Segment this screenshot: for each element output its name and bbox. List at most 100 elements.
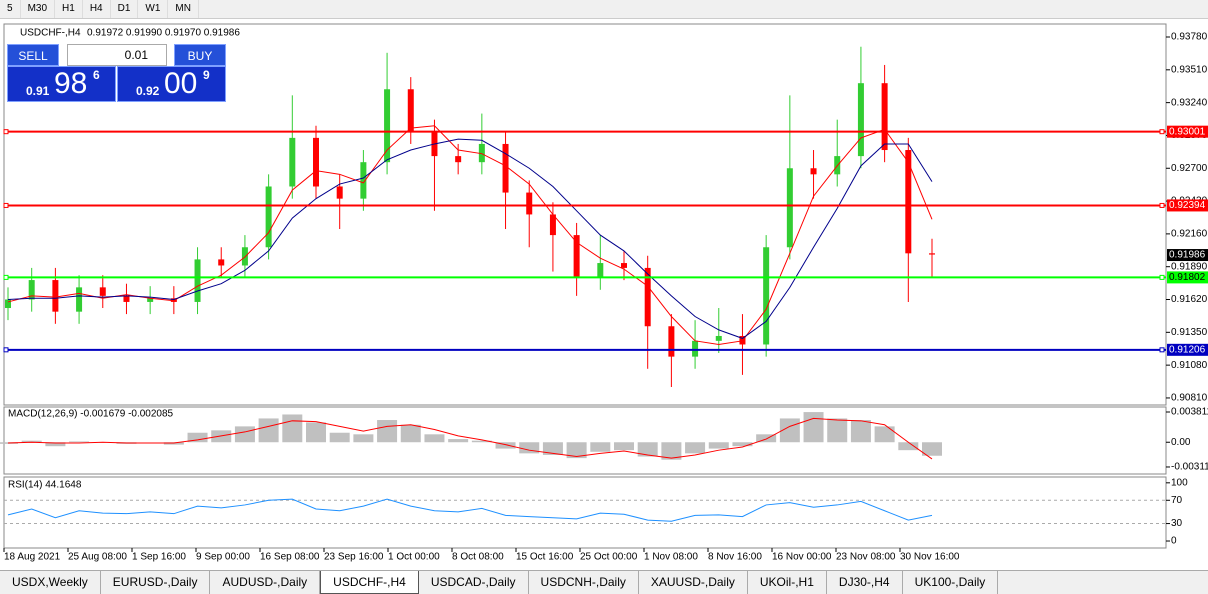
macd-bar bbox=[732, 442, 753, 447]
macd-bar bbox=[69, 441, 90, 443]
level-handle bbox=[1159, 129, 1165, 135]
level-label-bg bbox=[1167, 199, 1208, 212]
candle-body bbox=[692, 340, 699, 357]
level-label-bg bbox=[1167, 271, 1208, 284]
candle-body bbox=[857, 83, 864, 157]
ohlc-text: 0.91972 0.91990 0.91970 0.91986 bbox=[87, 28, 240, 39]
candle-body bbox=[810, 168, 817, 175]
lot-input[interactable]: 0.01 bbox=[67, 44, 167, 66]
level-handle bbox=[3, 347, 9, 353]
candle-body bbox=[28, 280, 35, 300]
candle-body bbox=[549, 214, 556, 236]
y-tick-label: 0.92160 bbox=[1171, 229, 1208, 240]
x-tick-label: 15 Oct 16:00 bbox=[516, 552, 574, 563]
level-handle bbox=[1159, 274, 1165, 280]
level-handle bbox=[1159, 347, 1165, 353]
level-handle bbox=[3, 129, 9, 135]
macd-bar bbox=[708, 442, 729, 449]
level-label: 0.91802 bbox=[1169, 272, 1206, 283]
timeframe-button[interactable]: H1 bbox=[55, 0, 83, 18]
macd-bar bbox=[495, 442, 516, 449]
candle-body bbox=[336, 186, 343, 199]
buy-price[interactable]: 0.92 00 9 bbox=[117, 66, 226, 102]
chart-tab[interactable]: XAUUSD-,Daily bbox=[639, 571, 748, 594]
timeframe-button[interactable]: MN bbox=[168, 0, 199, 18]
candle-body bbox=[76, 287, 83, 312]
candle-body bbox=[478, 143, 485, 163]
macd-bar bbox=[661, 442, 682, 460]
x-tick-label: 8 Nov 16:00 bbox=[708, 552, 762, 563]
chart-tab[interactable]: USDCNH-,Daily bbox=[529, 571, 639, 594]
macd-bar bbox=[566, 442, 587, 459]
x-tick-label: 25 Aug 08:00 bbox=[68, 552, 127, 563]
level-label-bg bbox=[1167, 125, 1208, 138]
macd-bar bbox=[685, 442, 706, 454]
candle-body bbox=[763, 247, 770, 345]
level-handle bbox=[1159, 202, 1165, 208]
y-tick-label: 0.90810 bbox=[1171, 393, 1208, 404]
y-tick-label: 0.00 bbox=[1171, 437, 1191, 448]
y-tick-label: 0 bbox=[1171, 536, 1177, 547]
candle-body bbox=[621, 263, 627, 268]
timeframe-button[interactable]: D1 bbox=[111, 0, 139, 18]
candle-body bbox=[289, 137, 296, 187]
candle-body bbox=[881, 83, 888, 151]
y-tick-label: 100 bbox=[1171, 477, 1188, 488]
chart-tab[interactable]: EURUSD-,Daily bbox=[101, 571, 211, 594]
candle-body bbox=[384, 89, 391, 163]
chart-tab[interactable]: USDCHF-,H4 bbox=[320, 571, 419, 594]
chart-tabs: USDX,Weekly EURUSD-,Daily AUDUSD-,Daily USD… bbox=[0, 570, 1208, 594]
macd-bar bbox=[400, 424, 421, 443]
y-tick-label: -0.003115 bbox=[1171, 462, 1208, 473]
x-tick-label: 30 Nov 16:00 bbox=[900, 552, 960, 563]
macd-bar bbox=[803, 412, 824, 443]
candle-body bbox=[644, 267, 651, 327]
y-tick-label: 0.91890 bbox=[1171, 261, 1208, 272]
timeframe-button[interactable]: H4 bbox=[83, 0, 111, 18]
chart-tab[interactable]: UKOil-,H1 bbox=[748, 571, 827, 594]
level-handle bbox=[3, 274, 9, 280]
price-big: 98 bbox=[54, 67, 88, 100]
candle-body bbox=[526, 192, 533, 215]
macd-bar bbox=[329, 432, 350, 443]
candle-body bbox=[313, 137, 319, 187]
candle-body bbox=[170, 298, 177, 302]
buy-button[interactable]: BUY bbox=[174, 44, 226, 66]
x-tick-label: 8 Oct 08:00 bbox=[452, 552, 504, 563]
macd-bar bbox=[898, 442, 919, 451]
macd-bar bbox=[471, 440, 492, 443]
signal-line bbox=[7, 417, 933, 460]
chart-tab[interactable]: USDX,Weekly bbox=[0, 571, 101, 594]
y-tick-label: 0.93240 bbox=[1171, 97, 1208, 108]
sell-price[interactable]: 0.91 98 6 bbox=[7, 66, 116, 102]
timeframe-button[interactable]: M30 bbox=[21, 0, 56, 18]
rsi-line bbox=[7, 498, 933, 522]
chart-tab[interactable]: DJ30-,H4 bbox=[827, 571, 903, 594]
x-tick-label: 25 Oct 00:00 bbox=[580, 552, 638, 563]
level-label: 0.93001 bbox=[1169, 126, 1206, 137]
rsi-title: RSI(14) 44.1648 bbox=[8, 480, 82, 491]
timeframe-button[interactable]: 5 bbox=[0, 0, 21, 18]
bid-label-bg bbox=[1167, 249, 1208, 262]
chart-tab[interactable]: AUDUSD-,Daily bbox=[210, 571, 321, 594]
price-big: 00 bbox=[164, 67, 198, 100]
macd-bar bbox=[258, 418, 279, 443]
macd-bar bbox=[353, 434, 374, 443]
chart-tab[interactable]: UK100-,Daily bbox=[903, 571, 999, 594]
candle-body bbox=[786, 168, 793, 248]
x-tick-label: 18 Aug 2021 bbox=[4, 552, 61, 563]
timeframe-toolbar: 5 M30 H1 H4 D1 W1 MN bbox=[0, 0, 1208, 19]
candle-body bbox=[194, 259, 201, 302]
macd-bar bbox=[519, 442, 540, 454]
macd-bar bbox=[922, 442, 942, 456]
y-tick-label: 30 bbox=[1171, 518, 1183, 529]
y-tick-label: 0.003811 bbox=[1171, 407, 1208, 418]
chart-tab[interactable]: USDCAD-,Daily bbox=[419, 571, 529, 594]
macd-bar bbox=[187, 432, 208, 443]
timeframe-button[interactable]: W1 bbox=[138, 0, 169, 18]
candle-body bbox=[99, 287, 106, 296]
macd-bar bbox=[850, 420, 871, 443]
candle-body bbox=[597, 263, 604, 278]
sell-button[interactable]: SELL bbox=[7, 44, 59, 66]
